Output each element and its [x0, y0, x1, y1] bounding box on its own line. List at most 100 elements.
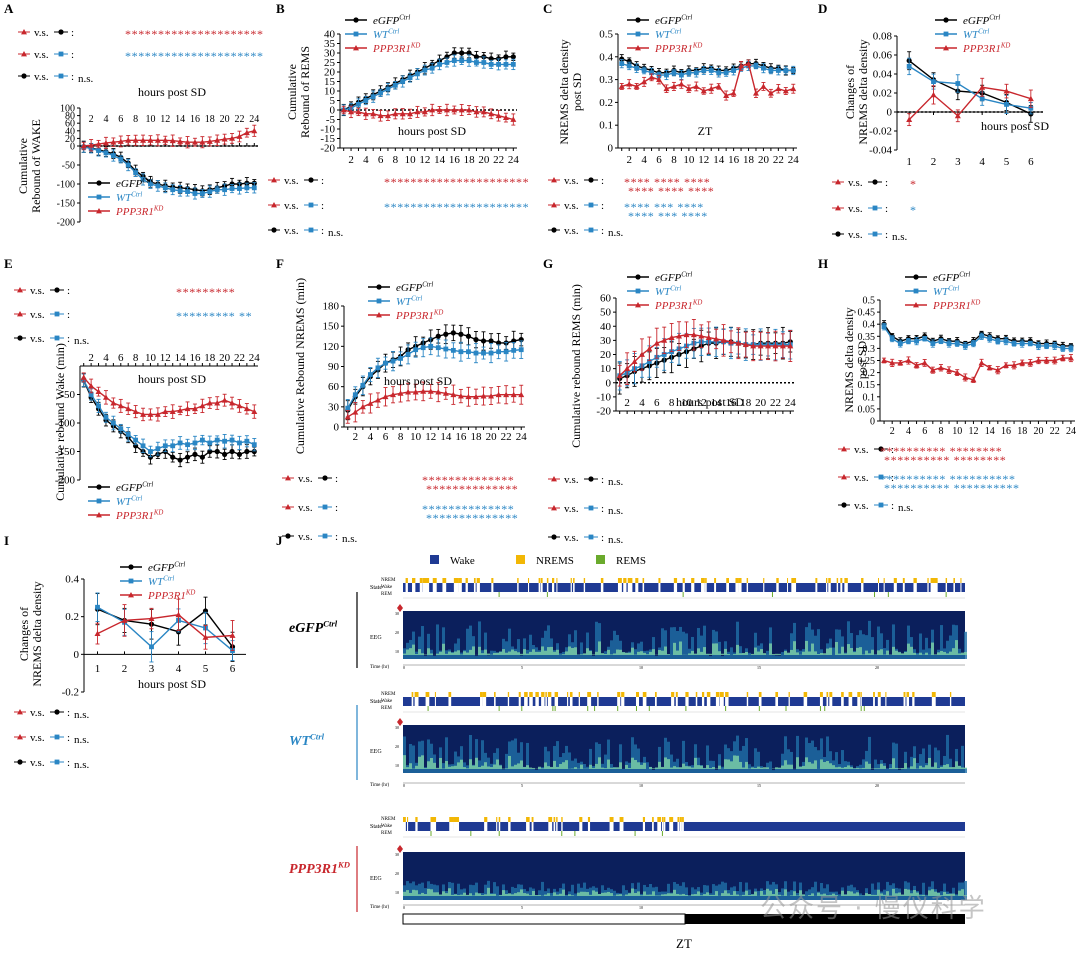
eeg-band-high [667, 654, 670, 655]
eeg-band-high [829, 648, 832, 655]
eeg-band-high [601, 893, 604, 896]
y-tick-label: -100 [57, 180, 75, 191]
eeg-band [592, 766, 595, 773]
x-tick-label: 6 [378, 154, 384, 166]
nrems-epoch [643, 817, 645, 822]
stat-result: * [910, 203, 917, 217]
eeg-band [694, 654, 697, 659]
rems-epoch [786, 706, 787, 711]
eeg-band-high [418, 649, 421, 655]
eeg-band [676, 884, 679, 900]
eeg-band [727, 652, 730, 659]
point-marker [504, 349, 509, 354]
y-tick-label: 0.4 [863, 320, 876, 331]
nrems-epoch [474, 578, 476, 583]
eeg-band-high [895, 768, 898, 769]
rems-epoch [552, 706, 553, 711]
y-tick-label: 0.2 [65, 611, 79, 623]
eeg-band [721, 882, 724, 900]
x-tick-label: 8 [671, 154, 677, 166]
stat-colon: : [321, 200, 324, 212]
eeg-band [487, 655, 490, 659]
point-marker [473, 337, 478, 342]
point-marker [378, 91, 383, 96]
eeg-band-high [592, 768, 595, 769]
nrems-gap [676, 697, 678, 706]
rems-epoch [635, 831, 636, 836]
nrems-epoch [960, 578, 961, 583]
point-marker [323, 534, 328, 539]
nrems-epoch [561, 817, 562, 822]
point-marker [118, 157, 123, 162]
eeg-band-high [712, 767, 715, 769]
nrems-gap [643, 822, 645, 831]
stat-vs: v.s. [284, 200, 299, 212]
point-marker [323, 505, 328, 510]
point-marker [207, 441, 212, 446]
nrems-epoch [828, 578, 830, 583]
nrems-gap [794, 583, 796, 592]
eeg-band-high [619, 894, 622, 896]
nrems-gap [953, 583, 955, 592]
eeg-band-high [724, 890, 727, 896]
rems-legend-swatch [596, 555, 605, 564]
eeg-band-high [688, 653, 691, 655]
nrems-epoch [861, 578, 863, 583]
stat-result: **** *** **** [628, 209, 708, 223]
eeg-band-high [508, 893, 511, 896]
eeg-band-high [934, 762, 937, 769]
point-marker [1052, 344, 1057, 349]
rems-epoch [561, 831, 562, 836]
point-marker [244, 439, 249, 444]
eeg-band-high [547, 893, 550, 896]
y-tick-label: 0.06 [873, 50, 893, 62]
legend-egfp-sup: Ctrl [142, 482, 153, 489]
hz-tick-label: 20 [395, 630, 399, 635]
eeg-band-high [571, 895, 574, 896]
panel-letter-C: C [543, 1, 552, 16]
nrems-gap [597, 697, 598, 706]
nrems-epoch [556, 578, 557, 583]
x-tick-label: 16 [189, 352, 201, 364]
time-tick: 15 [757, 783, 761, 788]
row-label-0: eGFPCtrl [289, 618, 338, 636]
point-marker [309, 203, 314, 208]
nrems-epoch [878, 692, 881, 697]
eeg-band [628, 763, 631, 773]
legend-wt-main: WT [396, 296, 412, 308]
x-tick-label: 18 [464, 154, 476, 166]
eeg-band-high [730, 895, 733, 896]
x-tick-label: 20 [1033, 426, 1043, 437]
eeg-band [937, 750, 940, 773]
nrems-epoch [541, 692, 544, 697]
point-marker [1012, 341, 1017, 346]
eeg-band-high [700, 766, 703, 769]
point-marker [345, 406, 350, 411]
nrems-epoch [671, 692, 674, 697]
nrems-epoch [541, 578, 543, 583]
eeg-band-high [502, 890, 505, 896]
nrems-gap [532, 822, 534, 831]
eeg-band-high [589, 895, 592, 896]
eeg-band-high [415, 654, 418, 655]
nrems-gap [491, 583, 493, 592]
nrems-gap [669, 822, 673, 831]
eeg-band [637, 643, 640, 659]
eeg-band-high [460, 760, 463, 769]
stat-vs: v.s. [854, 472, 869, 484]
point-marker [882, 324, 887, 329]
point-marker [170, 455, 175, 460]
point-marker [1044, 344, 1049, 349]
rems-epoch [499, 831, 500, 836]
eeg-band [682, 882, 685, 900]
eeg-band-high [865, 762, 868, 769]
eeg-band-high [553, 892, 556, 896]
nrems-epoch [705, 578, 707, 583]
eeg-band [886, 640, 889, 659]
rems-epoch [772, 592, 773, 597]
eeg-band-high [655, 767, 658, 769]
eeg-label: EEG [370, 876, 382, 882]
point-marker [163, 443, 168, 448]
eeg-band-high [445, 761, 448, 769]
point-marker [363, 98, 368, 103]
